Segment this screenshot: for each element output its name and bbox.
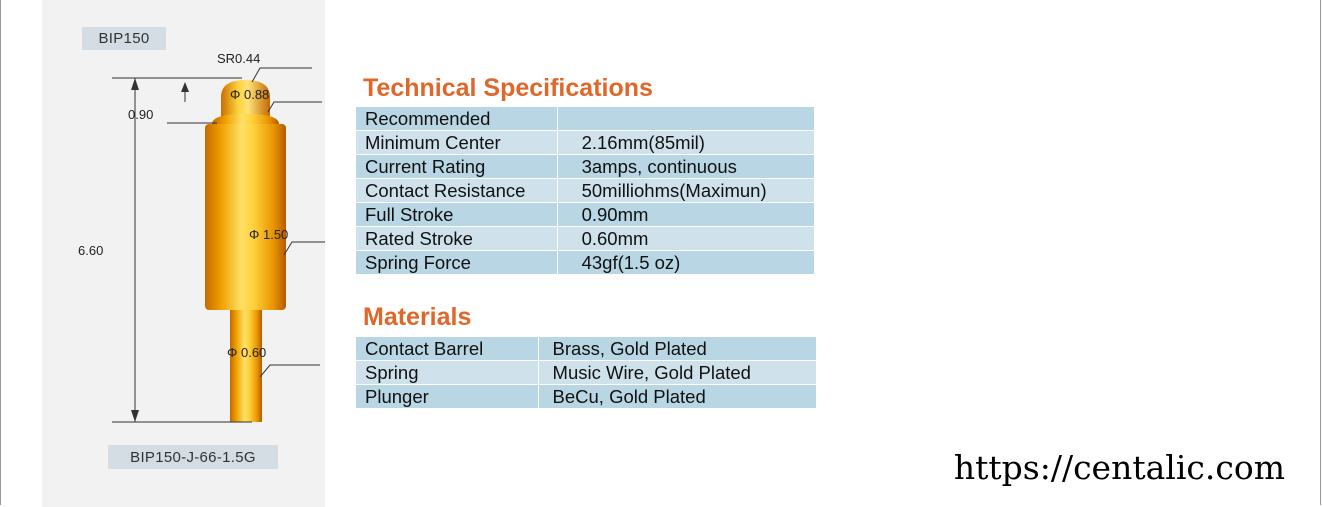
spec-label: Recommended (355, 106, 558, 131)
material-value: Brass, Gold Plated (537, 336, 818, 361)
specs-title: Technical Specifications (363, 74, 653, 102)
table-row: Spring Force 43gf(1.5 oz) (355, 250, 816, 275)
pogo-pin-drawing (112, 67, 325, 423)
spec-label: Current Rating (355, 154, 558, 179)
plunger-tip (221, 80, 270, 124)
table-row: Full Stroke 0.90mm (355, 202, 816, 227)
spec-label: Full Stroke (355, 202, 558, 227)
model-label: BIP150 (82, 27, 166, 50)
table-row: Current Rating 3amps, continuous (355, 154, 816, 179)
dim-barrel-diameter: Φ 1.50 (249, 227, 289, 242)
spec-label: Spring Force (355, 250, 558, 275)
spec-value: 2.16mm(85mil) (556, 130, 816, 155)
materials-table: Contact Barrel Brass, Gold Plated Spring M… (355, 336, 818, 409)
spec-value: 3amps, continuous (556, 154, 816, 179)
table-row: Contact Barrel Brass, Gold Plated (355, 336, 818, 361)
spec-value: 50milliohms(Maximun) (556, 178, 816, 203)
material-value: Music Wire, Gold Plated (537, 360, 818, 385)
spec-value: 0.90mm (556, 202, 816, 227)
table-row: Plunger BeCu, Gold Plated (355, 384, 818, 409)
table-row: Contact Resistance 50milliohms(Maximun) (355, 178, 816, 203)
dim-tip-radius: SR0.44 (217, 51, 261, 66)
spec-label: Rated Stroke (355, 226, 558, 251)
table-row: Spring Music Wire, Gold Plated (355, 360, 818, 385)
part-number-label: BIP150-J-66-1.5G (108, 445, 278, 469)
spec-label: Contact Resistance (355, 178, 558, 203)
material-value: BeCu, Gold Plated (537, 384, 818, 409)
table-row: Rated Stroke 0.60mm (355, 226, 816, 251)
spec-value: 0.60mm (556, 226, 816, 251)
spec-label: Minimum Center (355, 130, 558, 155)
spec-value (556, 106, 816, 131)
dim-tip-length: 0.90 (128, 107, 154, 122)
drawing-panel: BIP150 (42, 0, 325, 507)
materials-title: Materials (363, 303, 472, 331)
watermark-url: https://centalic.com (953, 448, 1285, 487)
table-row: Minimum Center 2.16mm(85mil) (355, 130, 816, 155)
material-label: Spring (355, 360, 539, 385)
specs-table: Recommended Minimum Center 2.16mm(85mil) … (355, 106, 816, 275)
table-row: Recommended (355, 106, 816, 131)
dim-total-length: 6.60 (78, 243, 104, 258)
material-label: Plunger (355, 384, 539, 409)
spec-value: 43gf(1.5 oz) (556, 250, 816, 275)
dim-tip-diameter: Φ 0.88 (230, 87, 270, 102)
material-label: Contact Barrel (355, 336, 539, 361)
dim-plunger-diameter: Φ 0.60 (227, 345, 267, 360)
plunger (230, 308, 262, 422)
barrel (205, 124, 286, 310)
